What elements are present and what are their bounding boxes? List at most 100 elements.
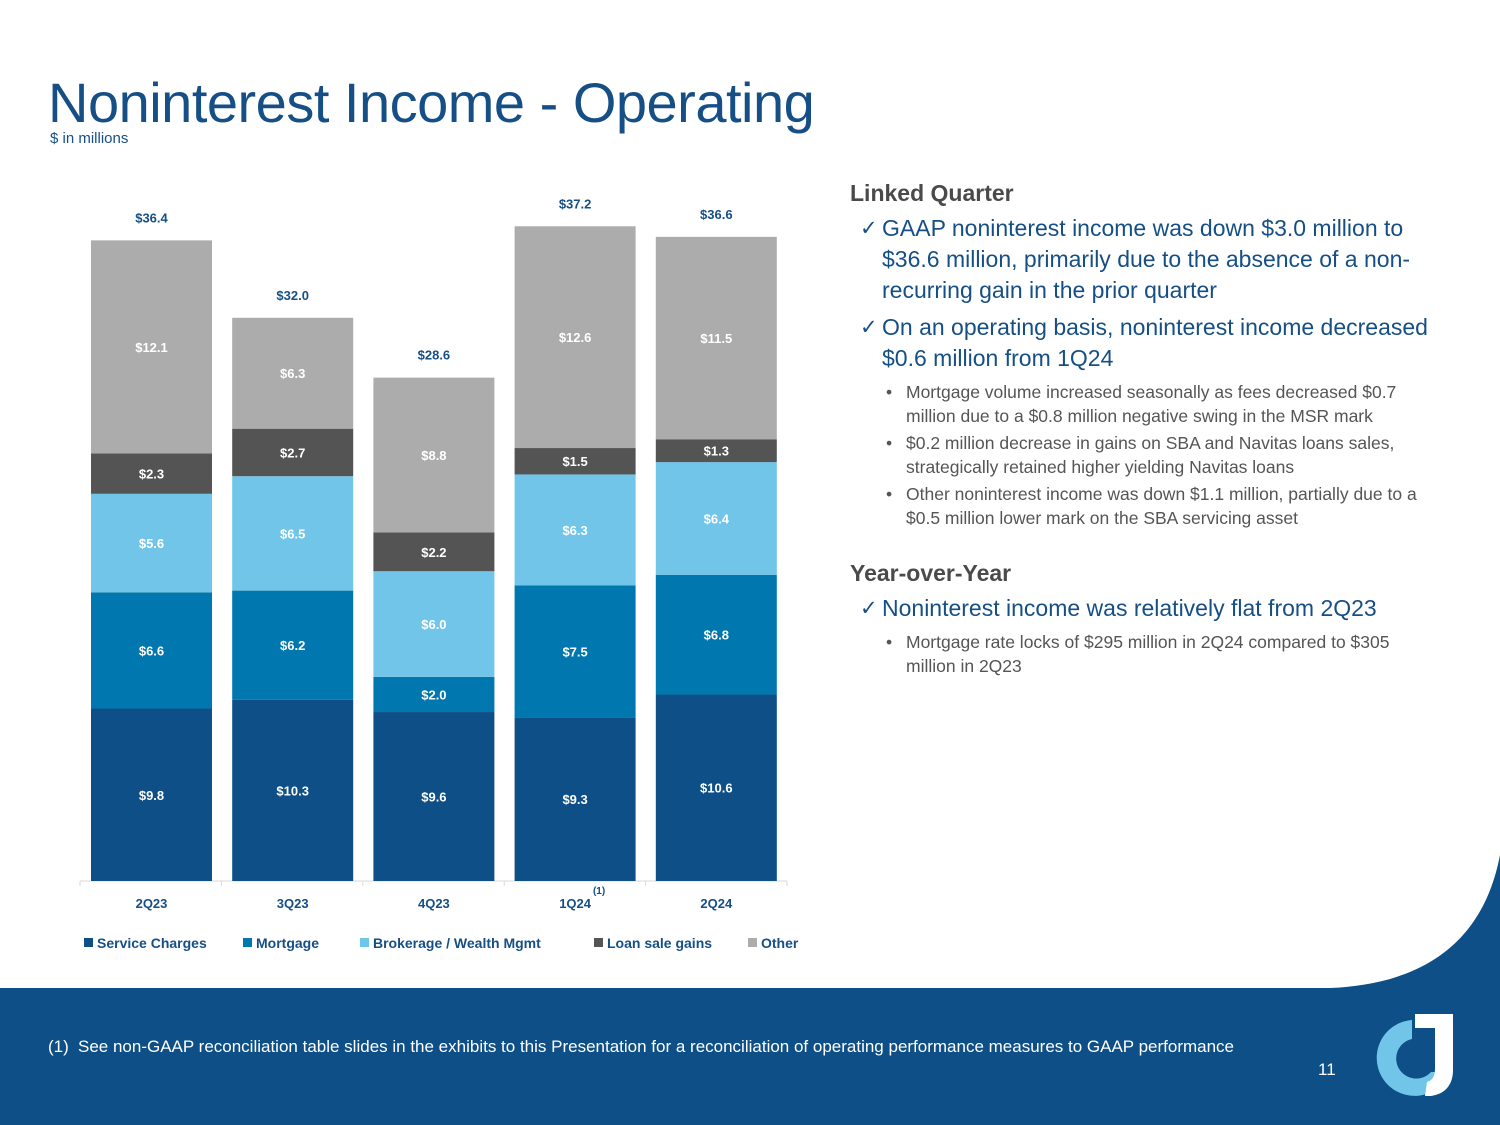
bar-brokerage-wealth-mgmt-2q24 <box>655 462 777 575</box>
page-subtitle: $ in millions <box>50 130 129 147</box>
linked-quarter-point-2-text: On an operating basis, noninterest incom… <box>882 314 1428 371</box>
legend-swatch <box>360 938 369 947</box>
bar-value-label: $9.6 <box>421 790 446 805</box>
x-tick-label: 4Q23 <box>418 896 450 911</box>
year-over-year-section: Year-over-Year ✓ Noninterest income was … <box>850 560 1440 678</box>
bar-service-charges-3q23 <box>232 699 354 881</box>
linked-quarter-bullet-1: • Mortgage volume increased seasonally a… <box>850 380 1440 428</box>
linked-quarter-point-1: ✓ GAAP noninterest income was down $3.0 … <box>850 213 1440 306</box>
linked-quarter-point-1-text: GAAP noninterest income was down $3.0 mi… <box>882 215 1411 303</box>
x-tick-label: 1Q24 <box>559 896 592 911</box>
bar-value-label: $2.2 <box>421 545 446 560</box>
chart-svg: $9.8 $6.6 $5.6 $2.3 $12.1 $36.4 2Q23 $10.3 $6.2 $… <box>79 196 799 951</box>
year-over-year-bullet-1-text: Mortgage rate locks of $295 million in 2… <box>906 632 1390 676</box>
bar-value-label: $1.5 <box>562 454 587 469</box>
bar-mortgage-2q24 <box>655 574 777 695</box>
bar-mortgage-2q23 <box>91 592 212 709</box>
linked-quarter-section: Linked Quarter ✓ GAAP noninterest income… <box>850 180 1440 530</box>
bar-other-3q23 <box>232 317 354 429</box>
bar-value-label: $10.3 <box>276 783 309 798</box>
bar-value-label: $2.3 <box>139 467 164 482</box>
x-tick-label: 2Q24 <box>700 896 733 911</box>
footnote: (1) See non-GAAP reconciliation table sl… <box>48 1036 1268 1058</box>
footer-band <box>0 988 1500 1125</box>
bar-mortgage-1q24 <box>514 585 636 718</box>
page-number: 11 <box>1318 1060 1336 1079</box>
bar-value-label: $11.5 <box>700 331 732 346</box>
bar-other-2q23 <box>91 240 212 454</box>
bar-value-label: $6.0 <box>421 617 446 632</box>
x-tick-footnote: (1) <box>593 886 605 897</box>
stacked-bar-chart: $9.8 $6.6 $5.6 $2.3 $12.1 $36.4 2Q23 $10.3 $6.2 $… <box>0 0 820 980</box>
bullet-dot: • <box>886 484 893 504</box>
bar-service-charges-2q24 <box>655 694 777 881</box>
bar-brokerage-wealth-mgmt-4q23 <box>373 571 495 677</box>
year-over-year-point-1-text: Noninterest income was relatively flat f… <box>882 595 1377 621</box>
linked-quarter-bullet-2-text: $0.2 million decrease in gains on SBA an… <box>906 433 1395 477</box>
bar-brokerage-wealth-mgmt-2q23 <box>91 493 212 593</box>
bar-brokerage-wealth-mgmt-1q24 <box>514 474 636 586</box>
bar-value-label: $9.8 <box>139 788 164 803</box>
bar-value-label: $6.5 <box>280 526 305 541</box>
bar-value-label: $12.6 <box>559 330 592 345</box>
bar-loan-sale-gains-1q24 <box>514 448 636 475</box>
check-icon: ✓ <box>860 597 878 620</box>
company-logo-icon <box>1376 1014 1453 1096</box>
total-value-label: $36.6 <box>700 207 733 222</box>
bar-value-label: $6.4 <box>704 511 730 526</box>
page-title: Noninterest Income - Operating <box>48 71 815 134</box>
bar-service-charges-4q23 <box>373 712 495 881</box>
linked-quarter-point-2: ✓ On an operating basis, noninterest inc… <box>850 312 1440 374</box>
check-icon: ✓ <box>860 316 878 339</box>
bar-value-label: $1.3 <box>704 444 729 459</box>
bar-value-label: $6.2 <box>280 638 305 653</box>
legend-swatch <box>84 938 93 947</box>
bar-mortgage-3q23 <box>232 590 354 700</box>
footnote-number: (1) <box>48 1037 69 1056</box>
linked-quarter-bullet-3-text: Other noninterest income was down $1.1 m… <box>906 484 1417 528</box>
bar-loan-sale-gains-2q23 <box>91 453 212 494</box>
total-value-label: $32.0 <box>276 288 309 303</box>
total-value-label: $36.4 <box>135 210 168 225</box>
bar-value-label: $2.7 <box>280 445 305 460</box>
bullet-dot: • <box>886 433 893 453</box>
bar-loan-sale-gains-3q23 <box>232 428 354 477</box>
total-value-label: $28.6 <box>418 348 451 363</box>
legend-label: Service Charges <box>97 935 207 951</box>
bar-other-2q24 <box>655 236 777 440</box>
total-value-label: $37.2 <box>559 196 592 211</box>
check-icon: ✓ <box>860 217 878 240</box>
bullet-dot: • <box>886 632 893 652</box>
linked-quarter-heading: Linked Quarter <box>850 180 1014 206</box>
bar-value-label: $6.8 <box>704 628 729 643</box>
bar-brokerage-wealth-mgmt-3q23 <box>232 476 354 591</box>
legend-label: Brokerage / Wealth Mgmt <box>373 935 541 951</box>
commentary-panel: Linked Quarter ✓ GAAP noninterest income… <box>850 180 1440 681</box>
legend-swatch <box>748 938 757 947</box>
linked-quarter-bullet-3: • Other noninterest income was down $1.1… <box>850 482 1440 530</box>
legend-label: Loan sale gains <box>607 935 712 951</box>
bar-value-label: $5.6 <box>139 536 164 551</box>
bar-loan-sale-gains-4q23 <box>373 532 495 572</box>
bar-mortgage-4q23 <box>373 676 495 713</box>
bar-service-charges-1q24 <box>514 717 636 881</box>
bar-loan-sale-gains-2q24 <box>655 439 777 463</box>
footnote-text: See non-GAAP reconciliation table slides… <box>78 1037 1234 1056</box>
bar-other-4q23 <box>373 377 495 533</box>
x-tick-label: 3Q23 <box>277 896 309 911</box>
year-over-year-point-1: ✓ Noninterest income was relatively flat… <box>850 593 1440 624</box>
bar-value-label: $6.3 <box>280 366 305 381</box>
bar-value-label: $7.5 <box>562 644 587 659</box>
year-over-year-heading: Year-over-Year <box>850 560 1012 586</box>
bar-service-charges-2q23 <box>91 708 212 881</box>
legend-label: Mortgage <box>256 935 319 951</box>
bar-value-label: $12.1 <box>135 340 168 355</box>
legend-label: Other <box>761 935 799 951</box>
year-over-year-bullet-1: • Mortgage rate locks of $295 million in… <box>850 630 1440 678</box>
bar-value-label: $9.3 <box>562 792 587 807</box>
legend-swatch <box>594 938 603 947</box>
x-tick-label: 2Q23 <box>136 896 168 911</box>
bar-other-1q24 <box>514 226 636 449</box>
legend-swatch <box>243 938 252 947</box>
bar-value-label: $6.3 <box>562 523 587 538</box>
